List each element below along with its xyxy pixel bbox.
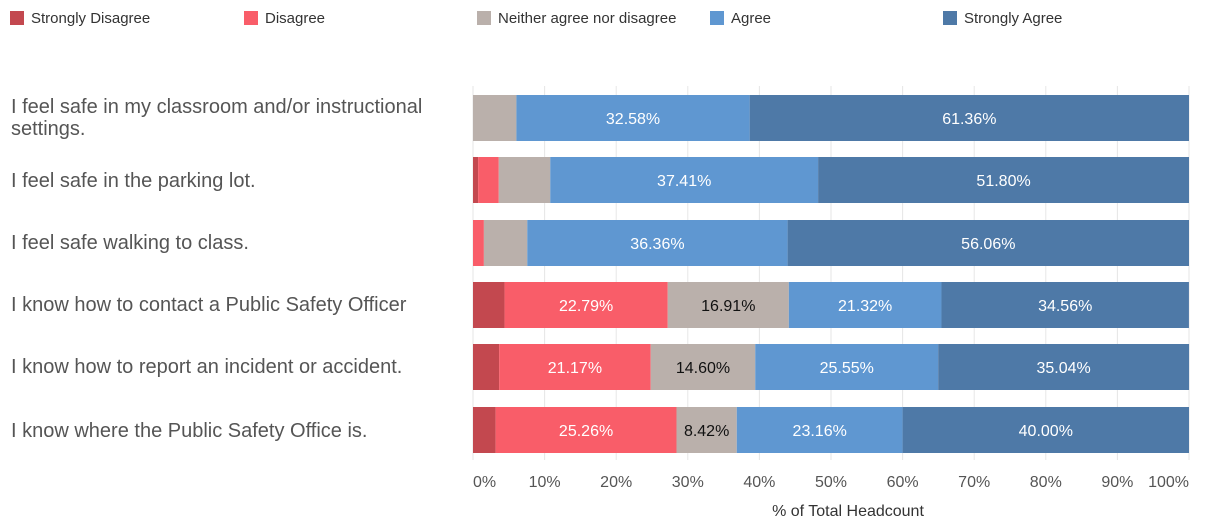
legend-swatch [943, 11, 957, 25]
bar-segment [499, 344, 651, 390]
legend-label: Agree [731, 9, 772, 27]
bar-value-label: 51.80% [976, 173, 1030, 190]
bar-segment [938, 344, 1190, 390]
row-label-classroom: I feel safe in my classroom and/or instr… [11, 96, 423, 140]
bar-value-label: 34.56% [1038, 298, 1092, 315]
legend-label: Disagree [265, 9, 326, 27]
row-label-walking: I feel safe walking to class. [11, 232, 249, 254]
bar-value-label: 35.04% [1036, 360, 1090, 377]
bar-segment [473, 344, 500, 390]
bar-segment [504, 282, 668, 328]
bar-value-label: 40.00% [1019, 423, 1073, 440]
bar-segment [787, 220, 1189, 266]
x-tick-label: 0% [473, 474, 496, 491]
bar-segment [483, 220, 528, 266]
x-tick-label: 20% [600, 474, 632, 491]
x-tick-label: 60% [887, 474, 919, 491]
x-tick-label: 50% [815, 474, 847, 491]
bar-value-label: 61.36% [942, 111, 996, 128]
bar-segment [818, 157, 1189, 203]
legend-swatch [10, 11, 24, 25]
x-tick-label: 80% [1030, 474, 1062, 491]
x-tick-label: 90% [1101, 474, 1133, 491]
legend-label: Neither agree nor disagree [498, 9, 677, 27]
bar-segment [667, 282, 789, 328]
x-tick-label: 40% [743, 474, 775, 491]
bar-segment [473, 157, 479, 203]
bar-segment [473, 282, 505, 328]
bar-segment [755, 344, 939, 390]
x-tick-label: 10% [529, 474, 561, 491]
bar-value-label: 22.79% [559, 298, 613, 315]
x-axis-title: % of Total Headcount [772, 503, 924, 520]
bar-segment [495, 407, 677, 453]
bar-segment [473, 95, 517, 141]
bar-segment [516, 95, 750, 141]
legend-label: Strongly Disagree [31, 9, 151, 27]
x-tick-label: 70% [958, 474, 990, 491]
x-tick-label: 100% [1148, 474, 1189, 491]
legend-swatch [244, 11, 258, 25]
bar-value-label: 21.32% [838, 298, 892, 315]
bar-segment [473, 220, 484, 266]
bar-segment [902, 407, 1189, 453]
legend-item-strongly-disagree: Strongly Disagree [10, 8, 150, 28]
bar-segment [736, 407, 903, 453]
bar-value-label: 14.60% [676, 360, 730, 377]
row-label-contact-officer: I know how to contact a Public Safety Of… [11, 294, 407, 316]
row-label-office-location: I know where the Public Safety Office is… [11, 420, 368, 442]
legend-item-strongly-agree: Strongly Agree [943, 8, 1062, 28]
row-label-parking-lot: I feel safe in the parking lot. [11, 170, 256, 192]
bar-segment [941, 282, 1189, 328]
bar-value-label: 32.58% [606, 111, 660, 128]
bar-value-label: 8.42% [684, 423, 729, 440]
bar-value-label: 25.26% [559, 423, 613, 440]
bar-segment [676, 407, 737, 453]
bar-segment [788, 282, 942, 328]
legend-item-disagree: Disagree [244, 8, 325, 28]
legend-swatch [710, 11, 724, 25]
bar-segment [498, 157, 551, 203]
bar-value-label: 23.16% [793, 423, 847, 440]
bar-segment [478, 157, 499, 203]
bar-value-label: 36.36% [630, 236, 684, 253]
row-label-report-incident: I know how to report an incident or acci… [11, 356, 403, 378]
bar-value-label: 21.17% [548, 360, 602, 377]
bar-value-label: 25.55% [820, 360, 874, 377]
x-tick-label: 30% [672, 474, 704, 491]
bar-segment [527, 220, 788, 266]
bar-value-label: 37.41% [657, 173, 711, 190]
bar-segment [473, 407, 496, 453]
bar-segment [749, 95, 1189, 141]
bar-value-label: 56.06% [961, 236, 1015, 253]
legend-item-neither: Neither agree nor disagree [477, 8, 676, 28]
bar-segment [650, 344, 756, 390]
bar-segment [550, 157, 819, 203]
legend-swatch [477, 11, 491, 25]
legend-item-agree: Agree [710, 8, 771, 28]
legend-label: Strongly Agree [964, 9, 1063, 27]
bar-value-label: 16.91% [701, 298, 755, 315]
